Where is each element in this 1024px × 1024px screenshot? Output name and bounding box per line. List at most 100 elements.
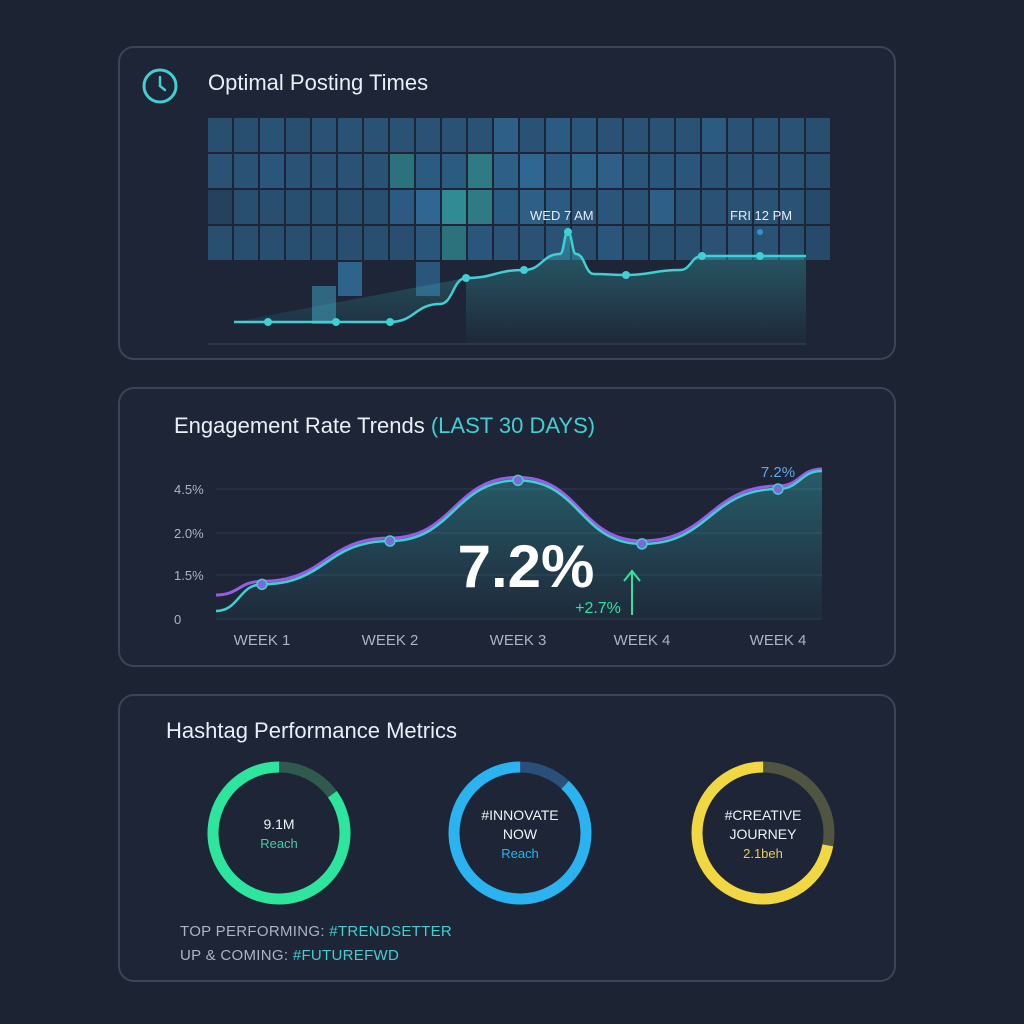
data-point: [384, 535, 396, 547]
hashtag-title: Hashtag Performance Metrics: [166, 718, 457, 743]
heatmap-cell: [494, 154, 518, 188]
posting-point: [698, 252, 706, 260]
heatmap-cell: [806, 118, 830, 152]
heatmap-cell: [286, 154, 310, 188]
top-performing-label: TOP PERFORMING:: [180, 923, 330, 940]
heatmap-cell: [364, 154, 388, 188]
heatmap-cell: [208, 190, 232, 224]
ring-value: #CREATIVE JOURNEY: [724, 806, 802, 842]
heatmap-cell: [806, 190, 830, 224]
posting-heatmap: WED 7 AM FRI 12 PM: [208, 118, 830, 345]
heatmap-cell: [572, 190, 596, 224]
heatmap-cell: [780, 226, 804, 260]
heatmap-cell: [234, 190, 258, 224]
heatmap-cell: [286, 190, 310, 224]
heatmap-cell: [338, 190, 362, 224]
ring-chart-icon: [207, 761, 351, 905]
data-point: [636, 538, 648, 550]
heatmap-cell: [286, 118, 310, 152]
posting-point: [386, 318, 394, 326]
engagement-card: Engagement Rate Trends (LAST 30 DAYS) 0 1…: [118, 387, 896, 667]
heatmap-cell: [702, 226, 726, 260]
posting-point: [564, 228, 572, 236]
end-value-label: 7.2%: [761, 464, 795, 481]
heatmap-cell: [546, 154, 570, 188]
heatmap-cell: [494, 226, 518, 260]
heatmap-cell: [624, 154, 648, 188]
arrow-up-icon: [623, 569, 641, 615]
engagement-change: +2.7%: [575, 600, 621, 617]
heatmap-cell: [546, 118, 570, 152]
heatmap-cell: [416, 154, 440, 188]
heatmap-cell: [624, 190, 648, 224]
heatmap-cell: [598, 226, 622, 260]
up-coming-label: UP & COMING:: [180, 947, 293, 964]
heatmap-cell: [468, 154, 492, 188]
hashtag-ring-1[interactable]: 9.1M Reach: [201, 755, 357, 911]
top-performing-tag[interactable]: #TRENDSETTER: [329, 923, 453, 940]
heatmap-cell: [208, 118, 232, 152]
heatmap-cell: [468, 190, 492, 224]
heatmap-cell: [312, 226, 336, 260]
ring-value: 9.1M: [263, 816, 295, 832]
heatmap-cell: [260, 118, 284, 152]
heatmap-cell: [416, 226, 440, 260]
ring-chart-icon: [448, 761, 592, 905]
heatmap-cell: [546, 190, 570, 224]
data-point: [512, 474, 524, 487]
x-tick-label: WEEK 3: [490, 632, 547, 649]
heatmap-cell: [234, 154, 258, 188]
posting-trend-line: [233, 230, 806, 324]
ring-sublabel: Reach: [260, 836, 298, 851]
ring-value: #INNOVATE NOW: [481, 806, 559, 842]
heatmap-cell: [754, 118, 778, 152]
heatmap-cell: [260, 154, 284, 188]
heatmap-cell: [442, 190, 466, 224]
heatmap-cell: [390, 190, 414, 224]
annotation-wed-7am: WED 7 AM: [530, 208, 594, 223]
heatmap-cell: [806, 154, 830, 188]
heatmap-cell: [624, 226, 648, 260]
heatmap-cell: [208, 226, 232, 260]
heatmap-cell: [416, 190, 440, 224]
ring-sublabel: 2.1beh: [743, 845, 783, 861]
heatmap-cell: [780, 154, 804, 188]
heatmap-cell: [598, 154, 622, 188]
annotation-fri-12pm: FRI 12 PM: [730, 208, 792, 223]
heatmap-cell: [754, 190, 778, 224]
heatmap-cell: [286, 226, 310, 260]
posting-times-title: Optimal Posting Times: [208, 70, 429, 95]
x-tick-label: WEEK 4: [750, 632, 807, 649]
heatmap-cell: [390, 226, 414, 260]
heatmap-cell: [442, 118, 466, 152]
heatmap-cell: [390, 154, 414, 188]
heatmap-cell: [728, 226, 752, 260]
heatmap-cell: [338, 262, 362, 296]
posting-point: [462, 274, 470, 282]
heatmap-cell: [442, 226, 466, 260]
data-point: [772, 483, 784, 495]
heatmap-cell: [364, 118, 388, 152]
heatmap-cell: [702, 118, 726, 152]
y-tick-label: 2.0%: [174, 526, 204, 541]
heatmap-cell: [468, 226, 492, 260]
heatmap-cell: [312, 118, 336, 152]
heatmap-cell: [338, 226, 362, 260]
heatmap-cell: [676, 154, 700, 188]
heatmap-cell: [520, 154, 544, 188]
heatmap-cell: [650, 190, 674, 224]
data-point: [256, 578, 268, 591]
heatmap-cell: [650, 118, 674, 152]
heatmap-cell: [520, 118, 544, 152]
heatmap-cell: [260, 226, 284, 260]
hashtag-ring-2[interactable]: #INNOVATE NOW Reach: [442, 755, 598, 911]
hashtag-ring-3[interactable]: #CREATIVE JOURNEY 2.1beh: [685, 755, 841, 911]
heatmap-cell: [338, 118, 362, 152]
ring-progress: [448, 761, 592, 905]
heatmap-cell: [520, 226, 544, 260]
heatmap-cell: [650, 154, 674, 188]
heatmap-cell: [676, 190, 700, 224]
up-coming-tag[interactable]: #FUTUREFWD: [292, 947, 400, 964]
heatmap-cell: [676, 226, 700, 260]
heatmap-cell: [728, 118, 752, 152]
